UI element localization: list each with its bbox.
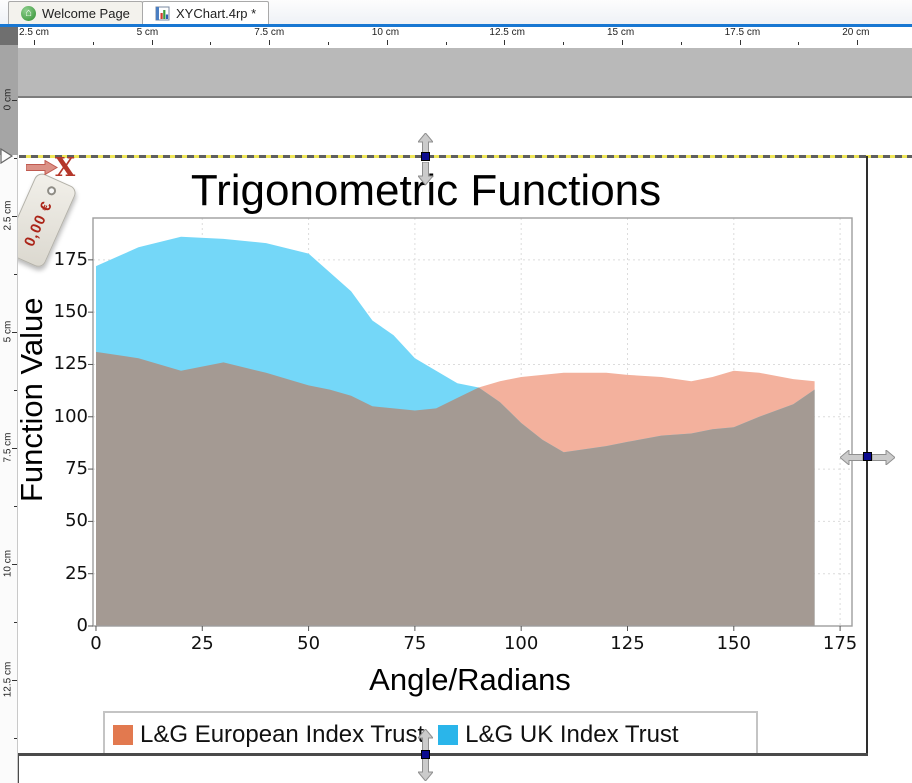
x-tick-label: 100	[503, 633, 539, 654]
y-tick-label: 0	[76, 615, 88, 636]
xy-area-chart[interactable]	[85, 212, 860, 640]
hruler-label: 5 cm	[136, 27, 159, 38]
hruler-label: 17.5 cm	[724, 27, 761, 38]
price-tag-value: 0,00 €	[20, 198, 56, 250]
hruler-tick	[269, 40, 271, 45]
resize-handle-bottom[interactable]	[421, 750, 430, 759]
selection-top-guide[interactable]	[19, 155, 912, 158]
vruler-tick	[14, 274, 17, 275]
hruler-tick	[857, 40, 859, 45]
hruler-tick	[739, 40, 741, 45]
resize-handle-top[interactable]	[421, 152, 430, 161]
hruler-tick	[210, 42, 212, 45]
hruler-tick	[445, 42, 447, 45]
home-icon: ⌂	[21, 6, 36, 21]
legend-swatch	[438, 724, 459, 745]
y-tick-label: 125	[53, 353, 88, 375]
hruler-tick	[386, 40, 388, 45]
plot-frame	[92, 217, 853, 627]
hruler-label: 12.5 cm	[489, 27, 525, 38]
y-tick-label: 150	[53, 301, 88, 323]
price-tag-hole	[45, 184, 58, 197]
tab-xychart-label: XYChart.4rp *	[176, 6, 257, 21]
hruler-tick	[34, 40, 35, 45]
x-tick-label: 125	[610, 633, 645, 654]
vertical-ruler[interactable]: 0 cm 2.5 cm 5 cm 7.5 cm 10 cm 12.5 cm	[0, 45, 18, 783]
ruler-corner	[0, 25, 18, 45]
element-bottom-border[interactable]	[18, 753, 868, 756]
document-tabbar: ⌂ Welcome Page XYChart.4rp *	[0, 0, 912, 27]
chart-legend[interactable]: L&G European Index Trust L&G UK Index Tru…	[103, 711, 758, 756]
x-tick-label: 50	[297, 633, 321, 654]
vertical-ruler-margin-zone	[0, 45, 18, 155]
vruler-tick	[12, 216, 17, 217]
resize-handle-top-down-arrow[interactable]	[418, 162, 433, 185]
vruler-tick	[14, 506, 17, 507]
hruler-label: 7.5 cm	[254, 27, 285, 38]
hruler-tick	[504, 40, 506, 45]
legend-series-name: L&G European Index Trust	[140, 720, 425, 748]
vruler-tick	[12, 100, 17, 101]
hruler-tick	[622, 40, 623, 45]
hruler-tick	[798, 42, 800, 45]
legend-series-name: L&G UK Index Trust	[465, 720, 679, 748]
vruler-tick	[12, 448, 17, 449]
resize-handle-bottom-up-arrow[interactable]	[418, 729, 433, 752]
resize-handle-bottom-down-arrow[interactable]	[418, 758, 433, 781]
hruler-label: 10 cm	[371, 27, 400, 38]
tab-xychart[interactable]: XYChart.4rp *	[142, 1, 270, 25]
active-tab-underline	[0, 24, 912, 27]
x-axis-label: Angle/Radians	[369, 662, 571, 697]
drop-cancel-mark: X	[55, 153, 76, 183]
resize-handle-right-left-arrow[interactable]	[840, 450, 863, 465]
hruler-tick	[680, 42, 682, 45]
vruler-tick	[12, 332, 17, 333]
resize-handle-top-up-arrow[interactable]	[418, 133, 433, 156]
drag-cursor-arrow-icon	[26, 160, 58, 175]
hruler-label: 15 cm	[607, 27, 635, 38]
page-margin-band[interactable]	[18, 48, 912, 98]
hruler-tick	[151, 40, 153, 45]
x-tick-label: 25	[190, 633, 214, 654]
ruler-position-marker	[0, 147, 14, 165]
resize-handle-right-right-arrow[interactable]	[872, 450, 895, 465]
hruler-tick	[563, 42, 565, 45]
resize-handle-right[interactable]	[863, 452, 872, 461]
horizontal-ruler[interactable]: 2.5 cm 5 cm 7.5 cm 10 cm 12.5 cm 15 cm 17.5 cm…	[18, 25, 912, 45]
y-tick-label: 25	[65, 562, 88, 584]
tab-welcome-label: Welcome Page	[42, 6, 130, 21]
x-tick-label: 150	[716, 633, 751, 654]
y-tick-label: 175	[53, 248, 88, 270]
chart-file-icon	[155, 6, 170, 21]
area-series-overlap	[96, 351, 815, 626]
x-tick-label: 0	[90, 633, 102, 654]
tab-welcome-page[interactable]: ⌂ Welcome Page	[8, 1, 143, 25]
x-tick-label: 75	[403, 633, 427, 654]
vruler-tick	[14, 390, 17, 391]
legend-item: L&G European Index Trust	[113, 721, 424, 749]
y-tick-label: 75	[65, 458, 88, 480]
y-tick-label: 50	[65, 510, 88, 532]
hruler-tick	[328, 42, 329, 45]
vruler-tick	[14, 622, 17, 623]
x-tick-label: 175	[822, 633, 858, 654]
hruler-label: 20 cm	[842, 27, 870, 38]
hruler-label: 2.5 cm	[19, 27, 50, 38]
vruler-tick	[14, 738, 17, 739]
legend-swatch	[113, 724, 133, 745]
hruler-tick	[92, 42, 94, 45]
vruler-tick	[12, 680, 17, 681]
vruler-tick	[14, 158, 17, 159]
vruler-tick	[12, 564, 17, 565]
legend-item: L&G UK Index Trust	[438, 720, 679, 749]
y-tick-label: 100	[53, 405, 88, 427]
y-axis-label: Function Value	[14, 297, 49, 503]
page-left-border	[17, 756, 19, 783]
